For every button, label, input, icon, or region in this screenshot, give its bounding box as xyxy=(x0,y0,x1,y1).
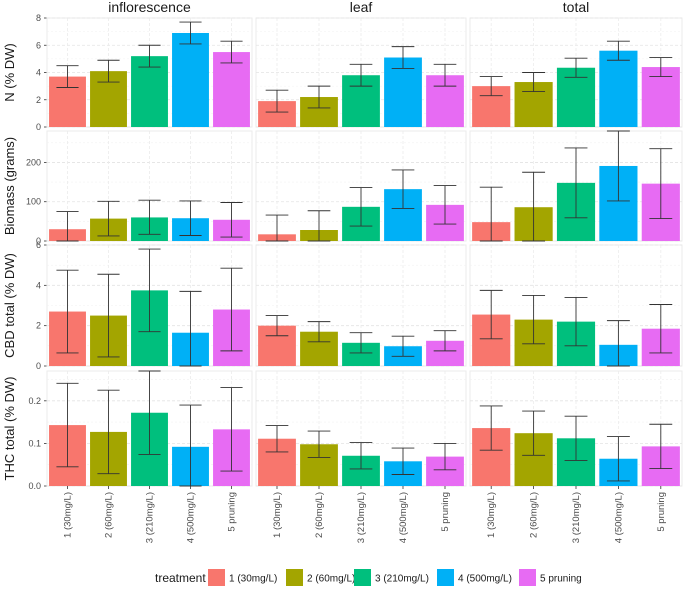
y-tick-label: 0.1 xyxy=(28,438,41,448)
y-axis-title: N (% DW) xyxy=(2,43,17,102)
y-tick-label: 0 xyxy=(36,122,41,132)
y-tick-label: 100 xyxy=(26,197,41,207)
legend-label-5: 5 pruning xyxy=(540,574,582,585)
x-tick-label: 3 (210mg/L) xyxy=(571,492,582,543)
x-tick-label: 2 (60mg/L) xyxy=(529,492,540,538)
bar-inflorescence-5 xyxy=(213,52,250,127)
y-tick-label: 200 xyxy=(26,157,41,167)
x-tick-label: 5 pruning xyxy=(656,492,667,532)
x-tick-label: 4 (500mg/L) xyxy=(186,492,197,543)
x-tick-label: 1 (30mg/L) xyxy=(486,492,497,538)
x-tick-label: 3 (210mg/L) xyxy=(145,492,156,543)
x-tick-label: 3 (210mg/L) xyxy=(356,492,367,543)
x-tick-label: 4 (500mg/L) xyxy=(613,492,624,543)
y-tick-label: 0.2 xyxy=(28,396,41,406)
y-axis-title: Biomass (grams) xyxy=(2,137,17,235)
x-tick-label: 1 (30mg/L) xyxy=(63,492,74,538)
y-axis-title: THC total (% DW) xyxy=(2,377,17,481)
legend-swatch-4 xyxy=(437,569,454,586)
bar-leaf-4 xyxy=(384,57,422,128)
strip-leaf xyxy=(256,0,466,16)
y-axis-title: CBD total (% DW) xyxy=(2,253,17,358)
y-tick-label: 0 xyxy=(36,361,41,371)
y-tick-label: 2 xyxy=(36,95,41,105)
panel-leaf-row-2 xyxy=(255,244,467,367)
y-tick-label: 8 xyxy=(36,13,41,23)
panel-total-row-2 xyxy=(469,244,683,367)
strip-label-total: total xyxy=(563,0,589,15)
legend-title: treatment xyxy=(155,571,206,585)
y-tick-label: 4 xyxy=(36,280,41,290)
y-tick-label: 4 xyxy=(36,68,41,78)
panel-inflorescence-row-2 xyxy=(46,244,253,367)
legend-swatch-3 xyxy=(354,569,371,586)
legend-label-3: 3 (210mg/L) xyxy=(375,574,429,585)
panel-leaf-row-1 xyxy=(255,130,467,242)
bar-leaf-3 xyxy=(342,342,380,366)
legend: treatment 1 (30mg/L) 2 (60mg/L) 3 (210mg/L)… xyxy=(155,569,582,586)
x-tick-label: 5 pruning xyxy=(440,492,451,532)
x-tick-label: 2 (60mg/L) xyxy=(314,492,325,538)
legend-label-2: 2 (60mg/L) xyxy=(307,574,355,585)
panel-total-row-1 xyxy=(469,130,683,242)
strip-inflorescence xyxy=(47,0,252,16)
y-tick-label: 6 xyxy=(36,40,41,50)
legend-label-4: 4 (500mg/L) xyxy=(458,574,512,585)
panel-inflorescence-row-3 xyxy=(46,370,253,487)
x-tick-label: 1 (30mg/L) xyxy=(272,492,283,538)
legend-swatch-1 xyxy=(208,569,225,586)
x-tick-label: 2 (60mg/L) xyxy=(104,492,115,538)
y-tick-label: 6 xyxy=(36,240,41,250)
y-tick-label: 0 xyxy=(36,236,41,246)
panel-total-row-3 xyxy=(469,370,683,487)
strip-total xyxy=(470,0,682,16)
bar-inflorescence-4 xyxy=(172,32,209,127)
x-tick-label: 5 pruning xyxy=(227,492,238,532)
y-tick-label: 2 xyxy=(36,321,41,331)
bar-total-5 xyxy=(641,67,680,127)
strip-label-leaf: leaf xyxy=(350,0,373,15)
x-tick-label: 4 (500mg/L) xyxy=(398,492,409,543)
panel-leaf-row-3 xyxy=(255,370,467,487)
panel-inflorescence-row-0 xyxy=(46,17,253,128)
strip-label-inflorescence: inflorescence xyxy=(108,0,191,15)
panel-leaf-row-0 xyxy=(255,17,467,128)
bar-inflorescence-3 xyxy=(131,56,168,127)
y-tick-label: 0.0 xyxy=(28,481,41,491)
legend-swatch-2 xyxy=(286,569,303,586)
panel-inflorescence-row-1 xyxy=(46,130,253,242)
bar-total-4 xyxy=(599,50,638,128)
panel-total-row-0 xyxy=(469,17,683,128)
legend-swatch-5 xyxy=(519,569,536,586)
legend-label-1: 1 (30mg/L) xyxy=(229,574,277,585)
